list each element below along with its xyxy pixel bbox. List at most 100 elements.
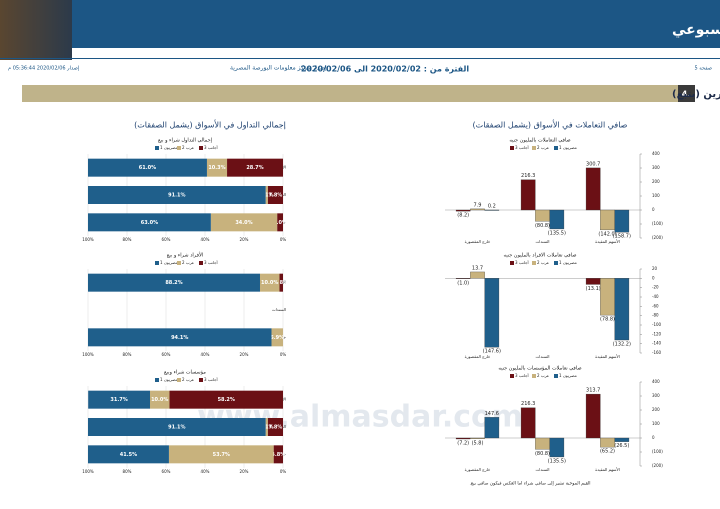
chart-title: صافي تعاملات المؤسسات بالمليون جنيه bbox=[498, 366, 581, 372]
value-label: 41.5% bbox=[120, 452, 137, 458]
legend-swatch bbox=[177, 378, 181, 382]
x-tick-label: 0% bbox=[280, 237, 287, 242]
period: الفترة من : 2020/02/02 الى 2020/02/06 bbox=[301, 65, 470, 74]
bar-segment bbox=[259, 273, 280, 292]
legend-label: مصريون 1 bbox=[559, 260, 577, 265]
legend-swatch bbox=[554, 374, 558, 378]
legend-swatch bbox=[199, 378, 203, 382]
legend-label: أجانب 3 bbox=[204, 260, 218, 265]
value-label: (5.8) bbox=[472, 440, 484, 446]
x-tick-label: الأسهم المقيدة bbox=[595, 239, 620, 244]
note: القيم الموجبة تشير إلى صافي شراء اما الع… bbox=[469, 481, 590, 487]
legend-label: مصريون 1 bbox=[160, 260, 178, 265]
section-bar bbox=[22, 85, 695, 102]
header-band bbox=[0, 0, 720, 48]
legend-swatch bbox=[510, 261, 514, 265]
x-tick-label: السندات bbox=[535, 467, 549, 472]
value-label: (158.7) bbox=[613, 234, 631, 240]
bar-segment bbox=[267, 186, 283, 204]
value-label: 31.7% bbox=[110, 397, 127, 403]
bar-segment bbox=[88, 390, 151, 409]
column bbox=[470, 208, 485, 211]
value-label: (135.5) bbox=[548, 458, 566, 464]
x-tick-label: 0% bbox=[280, 352, 287, 357]
y-tick-label: 300 bbox=[652, 393, 660, 398]
legend-label: أجانب 3 bbox=[204, 377, 218, 382]
right-heading: صافي التعاملات في الأسواق (يشمل الصفقات) bbox=[473, 120, 628, 130]
bar-segment bbox=[273, 445, 283, 464]
x-tick-label: خارج المقصورة bbox=[465, 239, 491, 244]
column bbox=[470, 271, 485, 279]
legend-swatch bbox=[155, 378, 159, 382]
value-label: 1.1% bbox=[260, 425, 274, 431]
column bbox=[585, 167, 601, 211]
legend-label: مصريون 1 bbox=[160, 145, 178, 150]
x-tick-label: خارج المقصورة bbox=[465, 467, 491, 472]
x-tick-label: 20% bbox=[240, 352, 249, 357]
column bbox=[614, 437, 630, 442]
column bbox=[520, 407, 536, 439]
value-label: 300.7 bbox=[586, 161, 600, 167]
chart-title: صافي تعاملات الافراد بالمليون جنيه bbox=[504, 253, 577, 259]
legend-swatch bbox=[554, 261, 558, 265]
legend-swatch bbox=[510, 146, 514, 150]
value-label: (132.2) bbox=[613, 342, 631, 348]
value-label: 94.1% bbox=[171, 335, 188, 341]
value-label: 4.8% bbox=[271, 452, 285, 458]
x-tick-label: 100% bbox=[82, 469, 94, 474]
legend-label: عرب 2 bbox=[537, 260, 549, 265]
value-label: (7.2) bbox=[457, 441, 469, 447]
value-label: 10.0% bbox=[151, 397, 168, 403]
y-tick-label: (100) bbox=[652, 449, 663, 454]
legend-swatch bbox=[155, 261, 159, 265]
x-tick-label: 60% bbox=[162, 237, 171, 242]
y-tick-label: 400 bbox=[652, 151, 660, 156]
y-tick-label: 400 bbox=[652, 379, 660, 384]
y-tick-label: -40 bbox=[652, 294, 659, 299]
column bbox=[484, 417, 500, 439]
legend-swatch bbox=[155, 146, 159, 150]
value-label: 63.0% bbox=[141, 220, 158, 226]
bar-segment bbox=[88, 158, 207, 177]
y-tick-label: (100) bbox=[652, 221, 663, 226]
chart-title: صافي التعاملات بالمليون جنيه bbox=[509, 138, 570, 144]
y-tick-label: (200) bbox=[652, 235, 663, 240]
y-tick-label: 0 bbox=[652, 275, 655, 280]
issued: إصدار 2020/02/06 05:36:44 م bbox=[8, 66, 80, 72]
y-tick-label: -140 bbox=[652, 341, 662, 346]
section-badge bbox=[678, 85, 695, 102]
bar-segment bbox=[88, 418, 266, 436]
x-tick-label: السندات bbox=[535, 239, 549, 244]
bar-segment bbox=[88, 213, 211, 232]
legend-label: مصريون 1 bbox=[559, 145, 577, 150]
column bbox=[520, 179, 536, 211]
bar-segment bbox=[150, 390, 170, 409]
column bbox=[455, 278, 471, 279]
value-label: 13.7 bbox=[472, 265, 483, 271]
column bbox=[549, 437, 565, 458]
bar-segment bbox=[168, 445, 274, 464]
bar-segment bbox=[169, 390, 283, 409]
value-label: (26.5) bbox=[614, 443, 629, 449]
value-label: 147.6 bbox=[485, 411, 499, 417]
value-label: (135.5) bbox=[548, 230, 566, 236]
x-tick-label: 0% bbox=[280, 469, 287, 474]
value-label: 53.7% bbox=[213, 452, 230, 458]
column bbox=[455, 437, 471, 440]
column bbox=[535, 209, 550, 222]
value-label: 3.0% bbox=[273, 220, 287, 226]
bar-segment bbox=[88, 273, 260, 292]
value-label: 7.8% bbox=[268, 193, 282, 199]
bar-segment bbox=[271, 328, 283, 347]
subtitle: إصدار مركز معلومات البورصة المصرية bbox=[230, 65, 327, 72]
bar-segment bbox=[265, 418, 268, 436]
x-tick-label: 80% bbox=[123, 237, 132, 242]
column bbox=[535, 437, 550, 450]
y-tick-label: 100 bbox=[652, 193, 660, 198]
value-label: 28.7% bbox=[246, 165, 263, 171]
x-tick-label: 100% bbox=[82, 352, 94, 357]
column bbox=[585, 393, 601, 439]
column bbox=[600, 437, 615, 448]
x-tick-label: 40% bbox=[201, 237, 210, 242]
